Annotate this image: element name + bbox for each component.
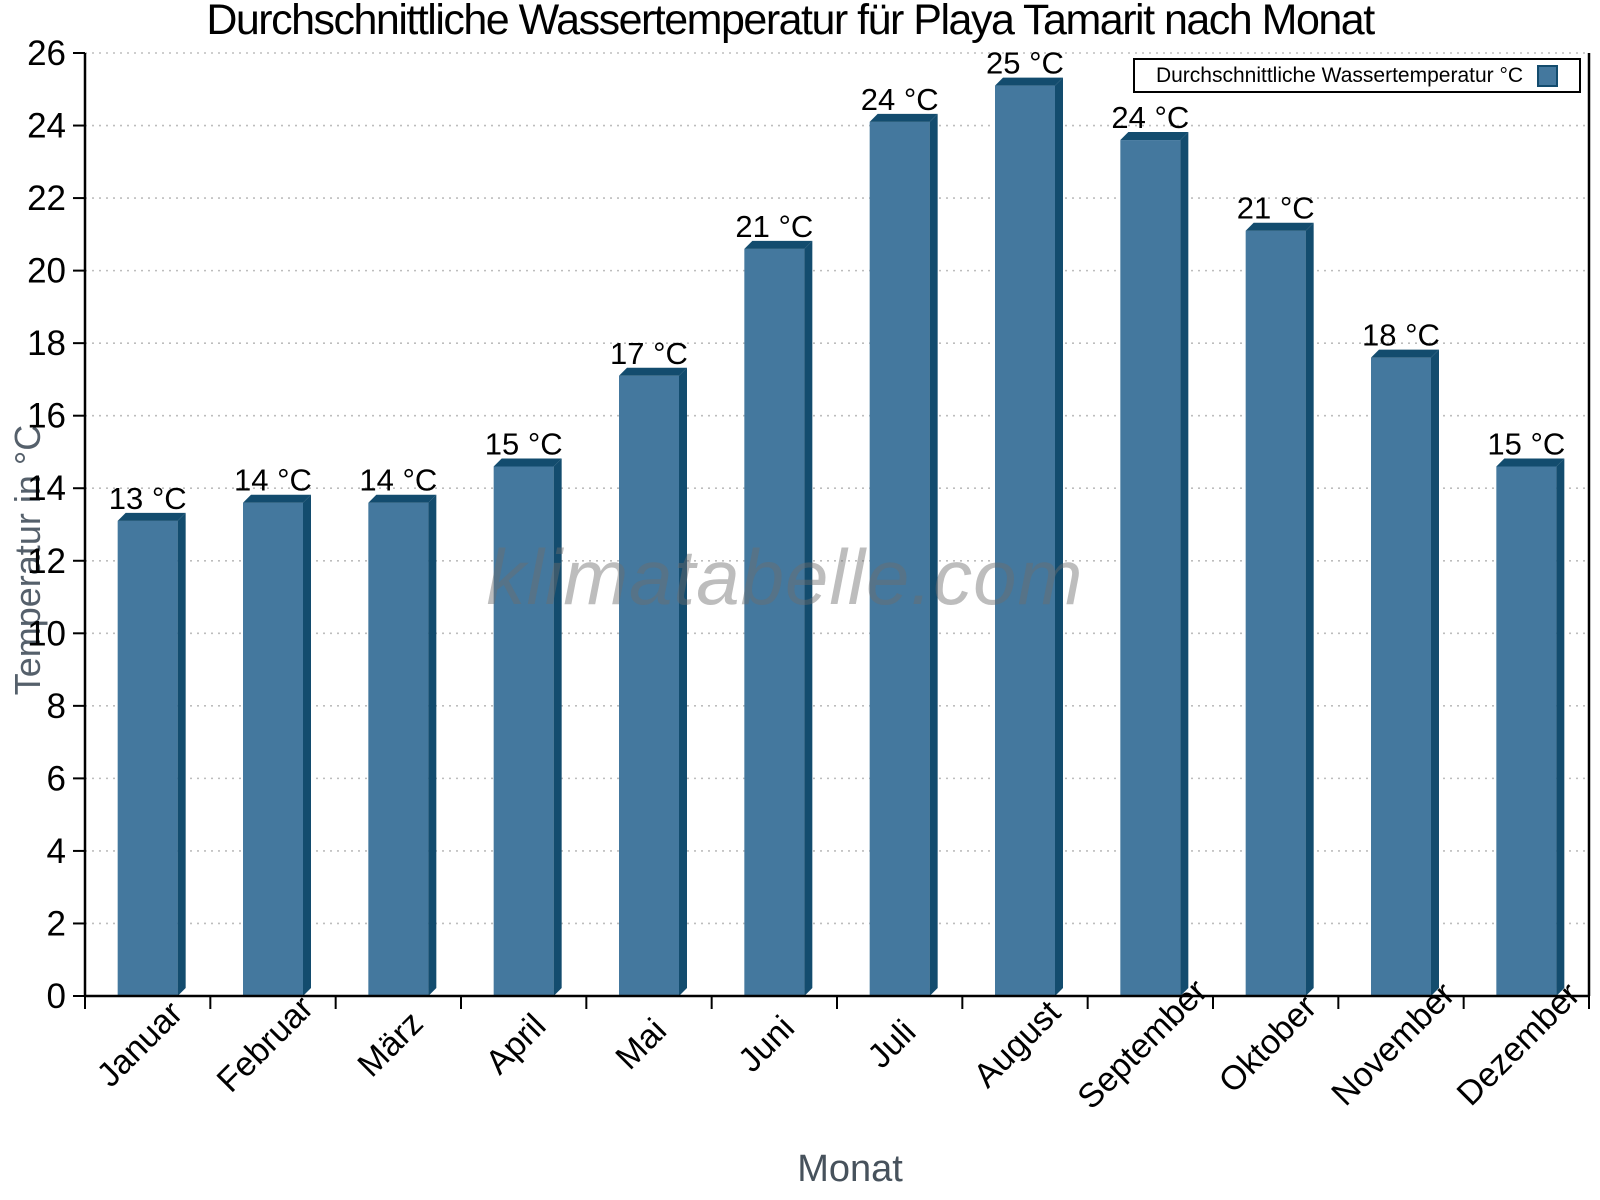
bar-top <box>1245 222 1314 231</box>
y-tick-label: 6 <box>47 759 66 798</box>
y-tick-label: 14 <box>27 469 66 508</box>
x-category-label: Mai <box>608 1011 674 1077</box>
bar-top <box>1371 349 1439 358</box>
bar-top <box>243 494 311 503</box>
bar-value-label: 14 °C <box>359 463 437 498</box>
bar-face <box>1245 230 1306 996</box>
y-tick-label: 10 <box>27 614 66 653</box>
bar-value-label: 25 °C <box>986 46 1064 81</box>
bar-value-label: 24 °C <box>861 82 939 117</box>
bar-side <box>177 512 186 996</box>
bar-face <box>1496 466 1557 996</box>
bar-side <box>428 494 437 996</box>
y-tick-label: 20 <box>27 252 66 291</box>
bar-side <box>929 113 938 996</box>
bar-value-label: 21 °C <box>1237 191 1315 226</box>
y-tick-label: 12 <box>27 542 66 581</box>
bar-top <box>1496 458 1565 467</box>
bar-face <box>619 375 679 996</box>
bar-face <box>1371 357 1431 997</box>
bar-face <box>368 502 429 996</box>
bar-face <box>1120 140 1181 997</box>
bar-value-label: 21 °C <box>735 209 813 244</box>
x-category-label: Juni <box>731 1009 802 1080</box>
bar-top <box>117 512 186 521</box>
bar-top <box>619 367 687 376</box>
x-category-label: Juli <box>860 1013 923 1076</box>
x-category-label: Januar <box>90 994 190 1094</box>
bar-value-label: 15 °C <box>1487 426 1565 461</box>
y-tick-label: 2 <box>47 904 66 943</box>
bar-top <box>368 494 437 503</box>
bar-value-label: 24 °C <box>1111 100 1189 135</box>
bar-side <box>1180 132 1189 997</box>
bar-value-label: 17 °C <box>610 336 688 371</box>
x-category-label: Oktober <box>1212 988 1324 1100</box>
legend: Durchschnittliche Wassertemperatur °C <box>1133 58 1581 93</box>
y-tick-label: 16 <box>27 397 66 436</box>
bar-face <box>117 520 178 996</box>
bar-side <box>1055 77 1063 996</box>
x-axis-title: Monat <box>797 1148 903 1190</box>
x-category-label: August <box>966 993 1068 1095</box>
y-tick-label: 8 <box>47 687 66 726</box>
bar-face <box>995 85 1055 996</box>
bar-side <box>1431 349 1439 997</box>
bar-value-label: 13 °C <box>109 481 187 516</box>
x-category-label: März <box>350 1004 430 1084</box>
legend-label: Durchschnittliche Wassertemperatur °C <box>1155 63 1524 87</box>
y-tick-label: 0 <box>47 977 66 1016</box>
bar-top <box>869 113 938 122</box>
watermark: klimatabelle.com <box>486 533 1084 621</box>
bar-top <box>493 458 562 467</box>
bar-side <box>804 240 813 996</box>
x-category-label: Februar <box>210 989 321 1100</box>
bar-value-label: 14 °C <box>234 463 312 498</box>
bar-side <box>303 494 311 996</box>
y-tick-label: 22 <box>27 179 66 218</box>
chart-title: Durchschnittliche Wassertemperatur für P… <box>206 0 1375 44</box>
bar-side <box>679 367 687 996</box>
bar-top <box>995 77 1063 86</box>
bar-side <box>553 458 562 996</box>
y-tick-label: 18 <box>27 324 66 363</box>
y-tick-label: 26 <box>27 34 66 73</box>
y-tick-label: 24 <box>27 107 66 146</box>
bar-top <box>744 240 813 249</box>
bar-value-label: 15 °C <box>485 426 563 461</box>
legend-swatch-icon <box>1537 64 1559 87</box>
bar-face <box>243 502 303 996</box>
bar-side <box>1305 222 1314 996</box>
bar-top <box>1120 132 1189 141</box>
y-tick-label: 4 <box>47 832 66 871</box>
bar-face <box>744 248 805 996</box>
bar-side <box>1556 458 1565 996</box>
bar-face <box>869 121 930 996</box>
x-category-label: April <box>478 1007 553 1082</box>
bar-value-label: 18 °C <box>1362 318 1440 353</box>
bar-face <box>493 466 554 996</box>
